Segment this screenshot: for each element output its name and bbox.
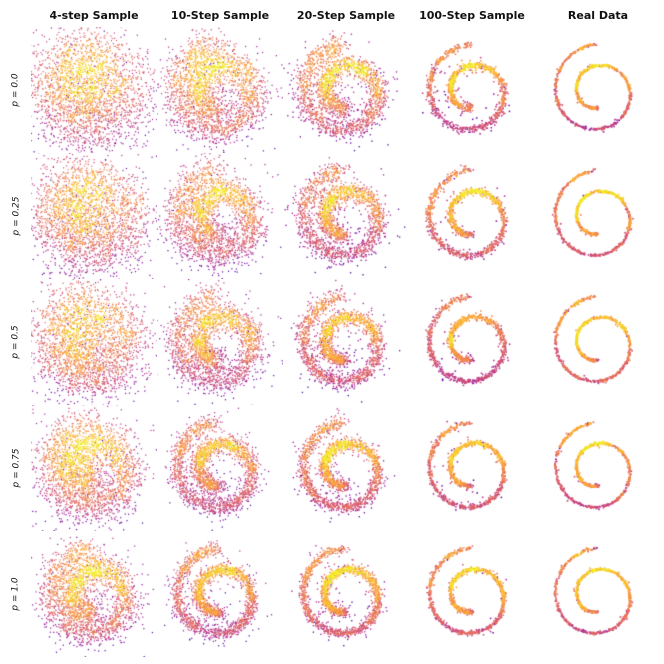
row-label-text: p = 0.75 [11,448,22,488]
column-title-100-step: 100-Step Sample [419,8,525,22]
scatter-plot-r0-c2 [283,27,409,153]
scatter-plot-r0-c4 [535,27,661,153]
column-title-20-step: 20-Step Sample [296,8,396,22]
scatter-plot-r1-c1 [157,153,283,279]
scatter-plot-r3-c4 [535,405,661,531]
scatter-plot-r4-c3 [409,531,535,657]
row-label-p-0.75: p = 0.75 [1,405,31,531]
row-label-text: p = 0.5 [11,325,22,359]
row-label-text: p = 0.0 [11,73,22,107]
scatter-plot-r4-c2 [283,531,409,657]
row-label-p-1.0: p = 1.0 [1,531,31,657]
scatter-plot-r3-c1 [157,405,283,531]
scatter-plot-r0-c0 [31,27,157,153]
scatter-plot-r4-c0 [31,531,157,657]
scatter-plot-r0-c1 [157,27,283,153]
scatter-plot-r1-c2 [283,153,409,279]
scatter-plot-r2-c4 [535,279,661,405]
column-title-10-step: 10-Step Sample [170,8,270,22]
row-label-text: p = 0.25 [11,196,22,236]
row-label-p-0.0: p = 0.0 [1,27,31,153]
column-title-real-data: Real Data [567,8,629,22]
scatter-plot-r3-c3 [409,405,535,531]
scatter-plot-r4-c4 [535,531,661,657]
scatter-plot-r2-c3 [409,279,535,405]
scatter-plot-r3-c0 [31,405,157,531]
scatter-plot-r1-c4 [535,153,661,279]
scatter-plot-r2-c0 [31,279,157,405]
row-label-p-0.5: p = 0.5 [1,279,31,405]
row-label-text: p = 1.0 [11,577,22,611]
scatter-plot-r4-c1 [157,531,283,657]
scatter-plot-r1-c3 [409,153,535,279]
row-label-p-0.25: p = 0.25 [1,153,31,279]
grid-corner-spacer [1,3,31,27]
scatter-plot-r3-c2 [283,405,409,531]
scatter-plot-r2-c2 [283,279,409,405]
column-title-4-step: 4-step Sample [49,8,139,22]
scatter-plot-r1-c0 [31,153,157,279]
scatter-plot-r0-c3 [409,27,535,153]
scatter-plot-r2-c1 [157,279,283,405]
